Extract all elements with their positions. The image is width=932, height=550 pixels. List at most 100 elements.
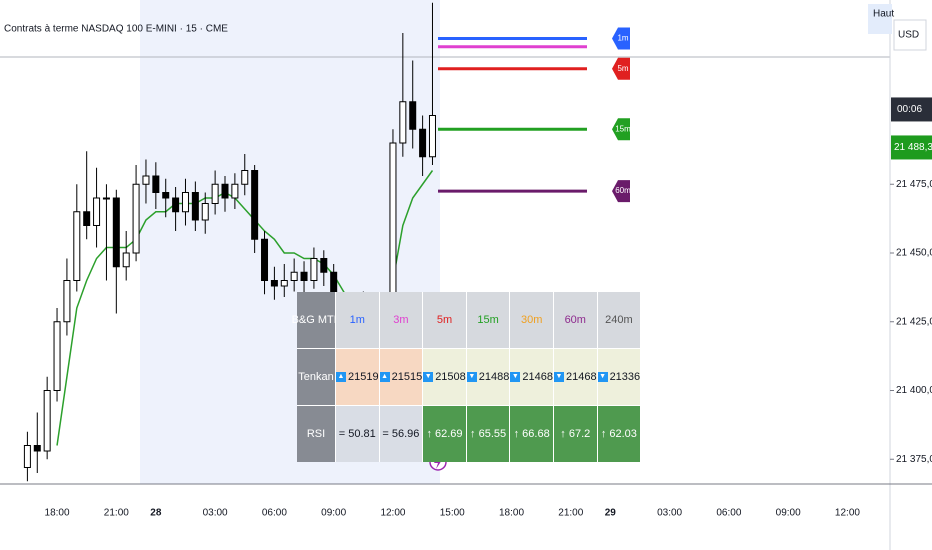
x-tick-label: 03:00 — [203, 508, 228, 519]
table-header-text: 3m — [393, 314, 409, 326]
candle-body — [409, 101, 417, 130]
x-tick-label: 21:00 — [558, 508, 583, 519]
candle-body — [181, 192, 189, 213]
table-cell: ▼ 21336 — [597, 349, 641, 405]
candle-body — [43, 390, 51, 452]
x-tick-label: 12:00 — [835, 508, 860, 519]
alert-bolt — [434, 455, 442, 469]
table-header: 3m — [379, 292, 423, 348]
x-tick-label: 09:00 — [776, 508, 801, 519]
trend-icon: ▲ — [379, 372, 390, 382]
table-header: 1m — [336, 292, 379, 348]
y-tick-label: 21 450,00 — [896, 248, 932, 259]
cell-text: 21519 — [348, 371, 379, 383]
cell-text: ↑ 67.2 — [560, 428, 591, 440]
x-tick-label: 06:00 — [716, 508, 741, 519]
trend-icon: ▼ — [510, 372, 521, 382]
candle-body — [280, 280, 288, 287]
table-header-text: 60m — [564, 314, 586, 326]
candle-body — [419, 128, 427, 158]
x-tick-label: 29 — [605, 508, 617, 519]
x-tick-label: 06:00 — [262, 508, 287, 519]
candle-body — [261, 238, 269, 281]
cell-text: 21488 — [478, 371, 510, 383]
y-tick-label: 21 475,00 — [896, 179, 932, 190]
row-label: Tenkan — [297, 349, 335, 405]
cell-text: 21336 — [609, 371, 641, 383]
x-tick-label: 21:00 — [104, 508, 129, 519]
table-cell: = 50.81 — [336, 406, 379, 462]
scale-button-text[interactable]: Haut — [873, 9, 894, 20]
x-tick-label: 18:00 — [45, 508, 70, 519]
candle-body — [310, 258, 318, 281]
table-header-text: 30m — [520, 314, 543, 326]
level-flag — [612, 57, 630, 80]
mtf-table: B&G MTF 1m 3m 5m 15m 30m 60m 240m Tenkan ▲ 21519 ▲ 2… — [292, 292, 641, 462]
cell-text: = 56.96 — [382, 428, 420, 440]
last-price-badge — [891, 135, 932, 160]
trend-icon: ▼ — [423, 372, 434, 382]
table-header: 30m — [510, 292, 553, 348]
x-tick-label: 15:00 — [440, 508, 465, 519]
chart-title: Contrats à terme NASDAQ 100 E-MINI · 15 … — [4, 24, 228, 35]
level-flag-label: 15m — [615, 124, 631, 133]
candle-body — [201, 203, 209, 221]
x-tick-label: 12:00 — [380, 508, 405, 519]
trend-icon: ▼ — [597, 372, 608, 382]
candle-body — [428, 115, 436, 158]
cell-text: 21468 — [565, 371, 597, 383]
candle-body — [172, 197, 180, 213]
cell-text: ↑ 62.69 — [426, 428, 463, 440]
level-flag-label: 1m — [617, 34, 628, 43]
candle-body — [231, 183, 239, 199]
level-flag — [612, 180, 630, 203]
candle-body — [300, 271, 308, 281]
table-cell: = 56.96 — [379, 406, 423, 462]
trend-icon: ▼ — [466, 372, 477, 382]
table-cell: ↑ 65.55 — [466, 406, 510, 462]
table-header-text: 15m — [477, 314, 499, 326]
candle-body — [112, 197, 120, 268]
table-header: B&G MTF — [292, 292, 340, 348]
candle-body — [33, 445, 41, 452]
candle-body — [320, 258, 328, 273]
candle-body — [241, 170, 249, 185]
currency-box[interactable] — [893, 19, 927, 51]
cell-text: = 50.81 — [338, 428, 376, 440]
y-tick-label: 21 400,00 — [896, 385, 932, 396]
candle-body — [83, 211, 91, 226]
cell-text: 21468 — [522, 371, 553, 383]
table-cell: ↑ 67.2 — [553, 406, 597, 462]
candle-body — [211, 183, 219, 204]
x-tick-label: 09:00 — [321, 508, 346, 519]
candle-body — [53, 321, 61, 391]
table-cell: ▲ 21519 — [336, 349, 379, 405]
level-flag-label: 60m — [615, 186, 631, 195]
candle-body — [73, 211, 81, 281]
table-header-text: 1m — [349, 314, 365, 326]
table-cell: ▼ 21468 — [510, 349, 553, 405]
trend-icon: ▼ — [553, 372, 564, 382]
cell-text: 21508 — [435, 371, 466, 383]
trend-icon: ▲ — [336, 372, 346, 382]
candle-body — [290, 271, 298, 281]
candle-body — [221, 183, 229, 199]
candle-body — [191, 192, 199, 221]
level-flag — [612, 27, 630, 50]
table-cell: ↑ 66.68 — [510, 406, 553, 462]
candle-body — [122, 252, 130, 268]
table-header: 240m — [597, 292, 641, 348]
currency[interactable]: USD — [898, 30, 919, 41]
y-tick-label: 21 425,00 — [896, 316, 932, 327]
scale-button[interactable] — [868, 4, 892, 34]
candle-body — [93, 197, 101, 226]
countdown-badge — [891, 97, 932, 122]
candle-body — [63, 280, 71, 323]
table-cell: ▼ 21468 — [553, 349, 597, 405]
candle-body — [162, 192, 170, 199]
table-header-text: 240m — [605, 314, 633, 326]
candle-body — [152, 175, 160, 193]
level-flag — [612, 118, 630, 141]
last-price-label: 21 488,38 — [894, 142, 932, 153]
